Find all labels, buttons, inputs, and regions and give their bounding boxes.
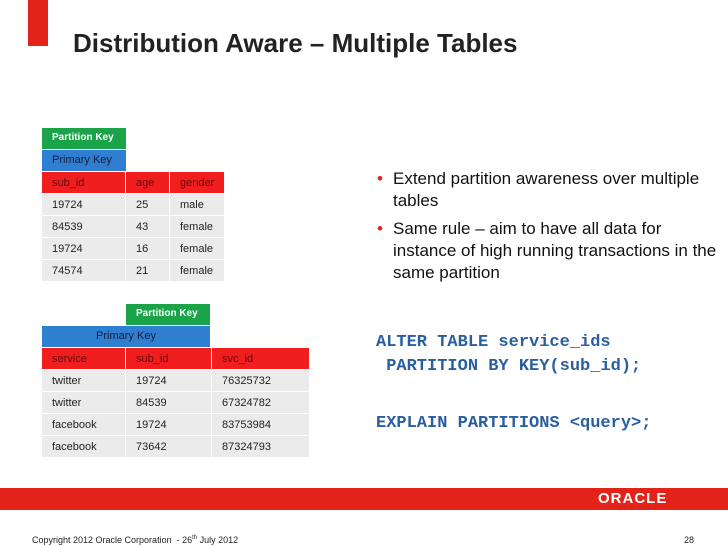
primary-key-label: Primary Key xyxy=(42,326,210,347)
primary-key-label: Primary Key xyxy=(42,150,126,171)
table-cell: 21 xyxy=(126,260,170,282)
table-cell: 84539 xyxy=(126,392,212,414)
copyright: Copyright 2012 Oracle Corporation - 26th… xyxy=(32,535,238,545)
copyright-date: July 2012 xyxy=(197,535,239,545)
partition-key-label: Partition Key xyxy=(126,304,210,325)
table-cell: 19724 xyxy=(126,414,212,436)
table-cell: 83753984 xyxy=(212,414,310,436)
page-number: 28 xyxy=(684,535,695,545)
table-cell: 19724 xyxy=(42,238,126,260)
table-cell: 19724 xyxy=(42,194,126,216)
header-cell: svc_id xyxy=(212,348,310,370)
red-block xyxy=(28,0,48,46)
table-cell: 84539 xyxy=(42,216,126,238)
table-cell: female xyxy=(170,238,225,260)
table-cell: 16 xyxy=(126,238,170,260)
table-cell: 25 xyxy=(126,194,170,216)
bullet-item: Same rule – aim to have all data for ins… xyxy=(377,218,722,284)
table-cell: 76325732 xyxy=(212,370,310,392)
table-cell: 43 xyxy=(126,216,170,238)
table-cell: twitter xyxy=(42,370,126,392)
table-cell: female xyxy=(170,216,225,238)
logo: ORACLE xyxy=(598,490,668,507)
header-cell: sub_id xyxy=(42,172,126,194)
bullet-list: Extend partition awareness over multiple… xyxy=(377,168,722,290)
table-cell: female xyxy=(170,260,225,282)
header-cell: gender xyxy=(170,172,225,194)
table-cell: male xyxy=(170,194,225,216)
slide-title: Distribution Aware – Multiple Tables xyxy=(73,28,518,58)
code-line: EXPLAIN PARTITIONS <query>; xyxy=(376,414,652,433)
code-line: PARTITION BY KEY(sub_id); xyxy=(376,357,642,376)
header-cell: service xyxy=(42,348,126,370)
footer-bar xyxy=(0,488,728,510)
code-line: ALTER TABLE service_ids xyxy=(376,333,611,352)
table-cell: 73642 xyxy=(126,436,212,458)
table-cell: 74574 xyxy=(42,260,126,282)
header-cell: age xyxy=(126,172,170,194)
table-cell: 87324793 xyxy=(212,436,310,458)
partition-key-label: Partition Key xyxy=(42,128,126,149)
copyright-text: Copyright 2012 Oracle Corporation - 26 xyxy=(32,535,193,545)
table-cell: 19724 xyxy=(126,370,212,392)
bullet-item: Extend partition awareness over multiple… xyxy=(377,168,722,212)
table-cell: twitter xyxy=(42,392,126,414)
table-cell: 67324782 xyxy=(212,392,310,414)
table-cell: facebook xyxy=(42,436,126,458)
copyright-sup: th xyxy=(192,535,198,541)
table-cell: facebook xyxy=(42,414,126,436)
header-cell: sub_id xyxy=(126,348,212,370)
